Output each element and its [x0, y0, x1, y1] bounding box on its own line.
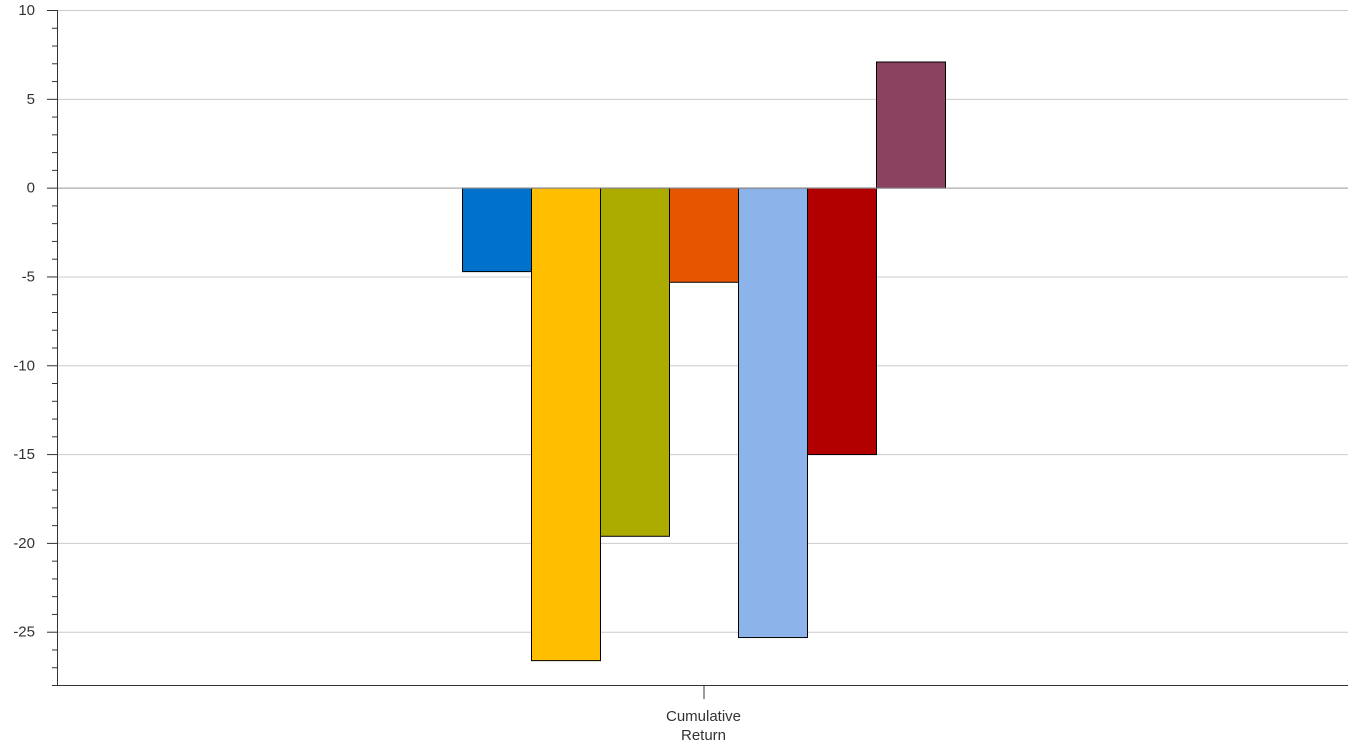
y-tick-label: -15	[13, 446, 35, 463]
y-tick-label: 0	[27, 180, 35, 197]
bar-series-7	[876, 61, 946, 189]
bar-series-4	[669, 187, 739, 283]
y-tick-label: -5	[22, 268, 35, 285]
bar-series-6	[807, 187, 877, 456]
y-tick-label: 5	[27, 91, 35, 108]
y-tick-label: -10	[13, 357, 35, 374]
bar-series-5	[738, 187, 808, 639]
bar-series-2	[531, 187, 601, 662]
x-axis-category: Cumulative Return	[666, 685, 741, 744]
axes	[57, 10, 1348, 686]
bars	[462, 61, 946, 662]
x-tick-label-line-2: Return	[681, 727, 726, 744]
y-tick-label: 10	[18, 2, 35, 19]
bar-series-1	[462, 187, 532, 273]
bar-series-3	[600, 187, 670, 537]
y-tick-label: -20	[13, 535, 35, 552]
y-tick-label: -25	[13, 624, 35, 641]
gridlines	[57, 10, 1348, 633]
x-tick-label-line-1: Cumulative	[666, 708, 741, 725]
y-axis-ticks: 10 5 0 -5 -10 -15 -20 -25	[13, 2, 57, 686]
